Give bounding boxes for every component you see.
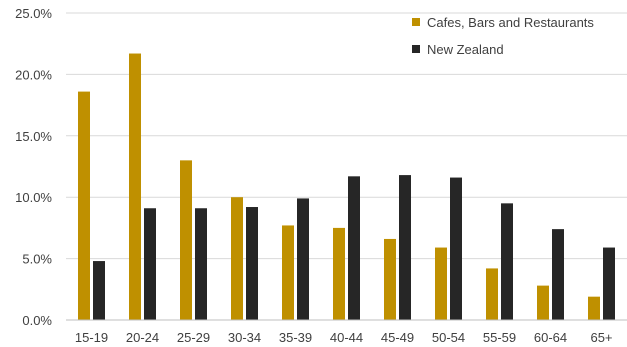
bar-nz-55-59 xyxy=(501,203,513,320)
bars xyxy=(78,53,615,321)
y-tick-label: 5.0% xyxy=(22,252,52,267)
x-tick-label: 15-19 xyxy=(75,330,108,345)
x-tick-label: 20-24 xyxy=(126,330,159,345)
legend-label: New Zealand xyxy=(427,42,504,57)
x-tick-label: 55-59 xyxy=(483,330,516,345)
legend-label: Cafes, Bars and Restaurants xyxy=(427,15,594,30)
bar-cafes-65+ xyxy=(588,296,600,320)
legend-swatch xyxy=(412,18,420,26)
x-tick-label: 65+ xyxy=(590,330,612,345)
bar-cafes-50-54 xyxy=(435,247,447,320)
y-tick-label: 15.0% xyxy=(15,129,52,144)
y-axis-ticks: 0.0% 5.0% 10.0% 15.0% 20.0% 25.0% xyxy=(15,6,52,328)
bar-cafes-20-24 xyxy=(129,53,141,321)
bar-nz-15-19 xyxy=(93,261,105,320)
bar-nz-65+ xyxy=(603,247,615,320)
gridlines xyxy=(66,12,627,260)
x-tick-label: 25-29 xyxy=(177,330,210,345)
y-tick-label: 10.0% xyxy=(15,190,52,205)
bar-nz-60-64 xyxy=(552,229,564,320)
x-tick-label: 50-54 xyxy=(432,330,465,345)
bar-cafes-60-64 xyxy=(537,285,549,320)
bar-cafes-45-49 xyxy=(384,238,396,320)
x-tick-label: 35-39 xyxy=(279,330,312,345)
legend-swatch xyxy=(412,45,420,53)
x-tick-label: 30-34 xyxy=(228,330,261,345)
bar-cafes-15-19 xyxy=(78,91,90,320)
bar-nz-50-54 xyxy=(450,177,462,320)
y-tick-label: 20.0% xyxy=(15,67,52,82)
bar-nz-40-44 xyxy=(348,176,360,320)
bar-nz-30-34 xyxy=(246,207,258,320)
bar-nz-20-24 xyxy=(144,208,156,320)
bar-cafes-30-34 xyxy=(231,197,243,320)
bar-nz-35-39 xyxy=(297,198,309,320)
legend: Cafes, Bars and Restaurants New Zealand xyxy=(412,15,594,57)
x-tick-label: 45-49 xyxy=(381,330,414,345)
bar-nz-25-29 xyxy=(195,208,207,320)
bar-cafes-40-44 xyxy=(333,227,345,320)
y-tick-label: 25.0% xyxy=(15,6,52,21)
x-tick-label: 40-44 xyxy=(330,330,363,345)
bar-cafes-35-39 xyxy=(282,225,294,320)
x-axis-ticks: 15-19 20-24 25-29 30-34 35-39 40-44 45-49 50-54… xyxy=(75,330,613,345)
x-tick-label: 60-64 xyxy=(534,330,567,345)
bar-cafes-55-59 xyxy=(486,268,498,320)
y-tick-label: 0.0% xyxy=(22,313,52,328)
bar-nz-45-49 xyxy=(399,175,411,320)
bar-cafes-25-29 xyxy=(180,160,192,320)
